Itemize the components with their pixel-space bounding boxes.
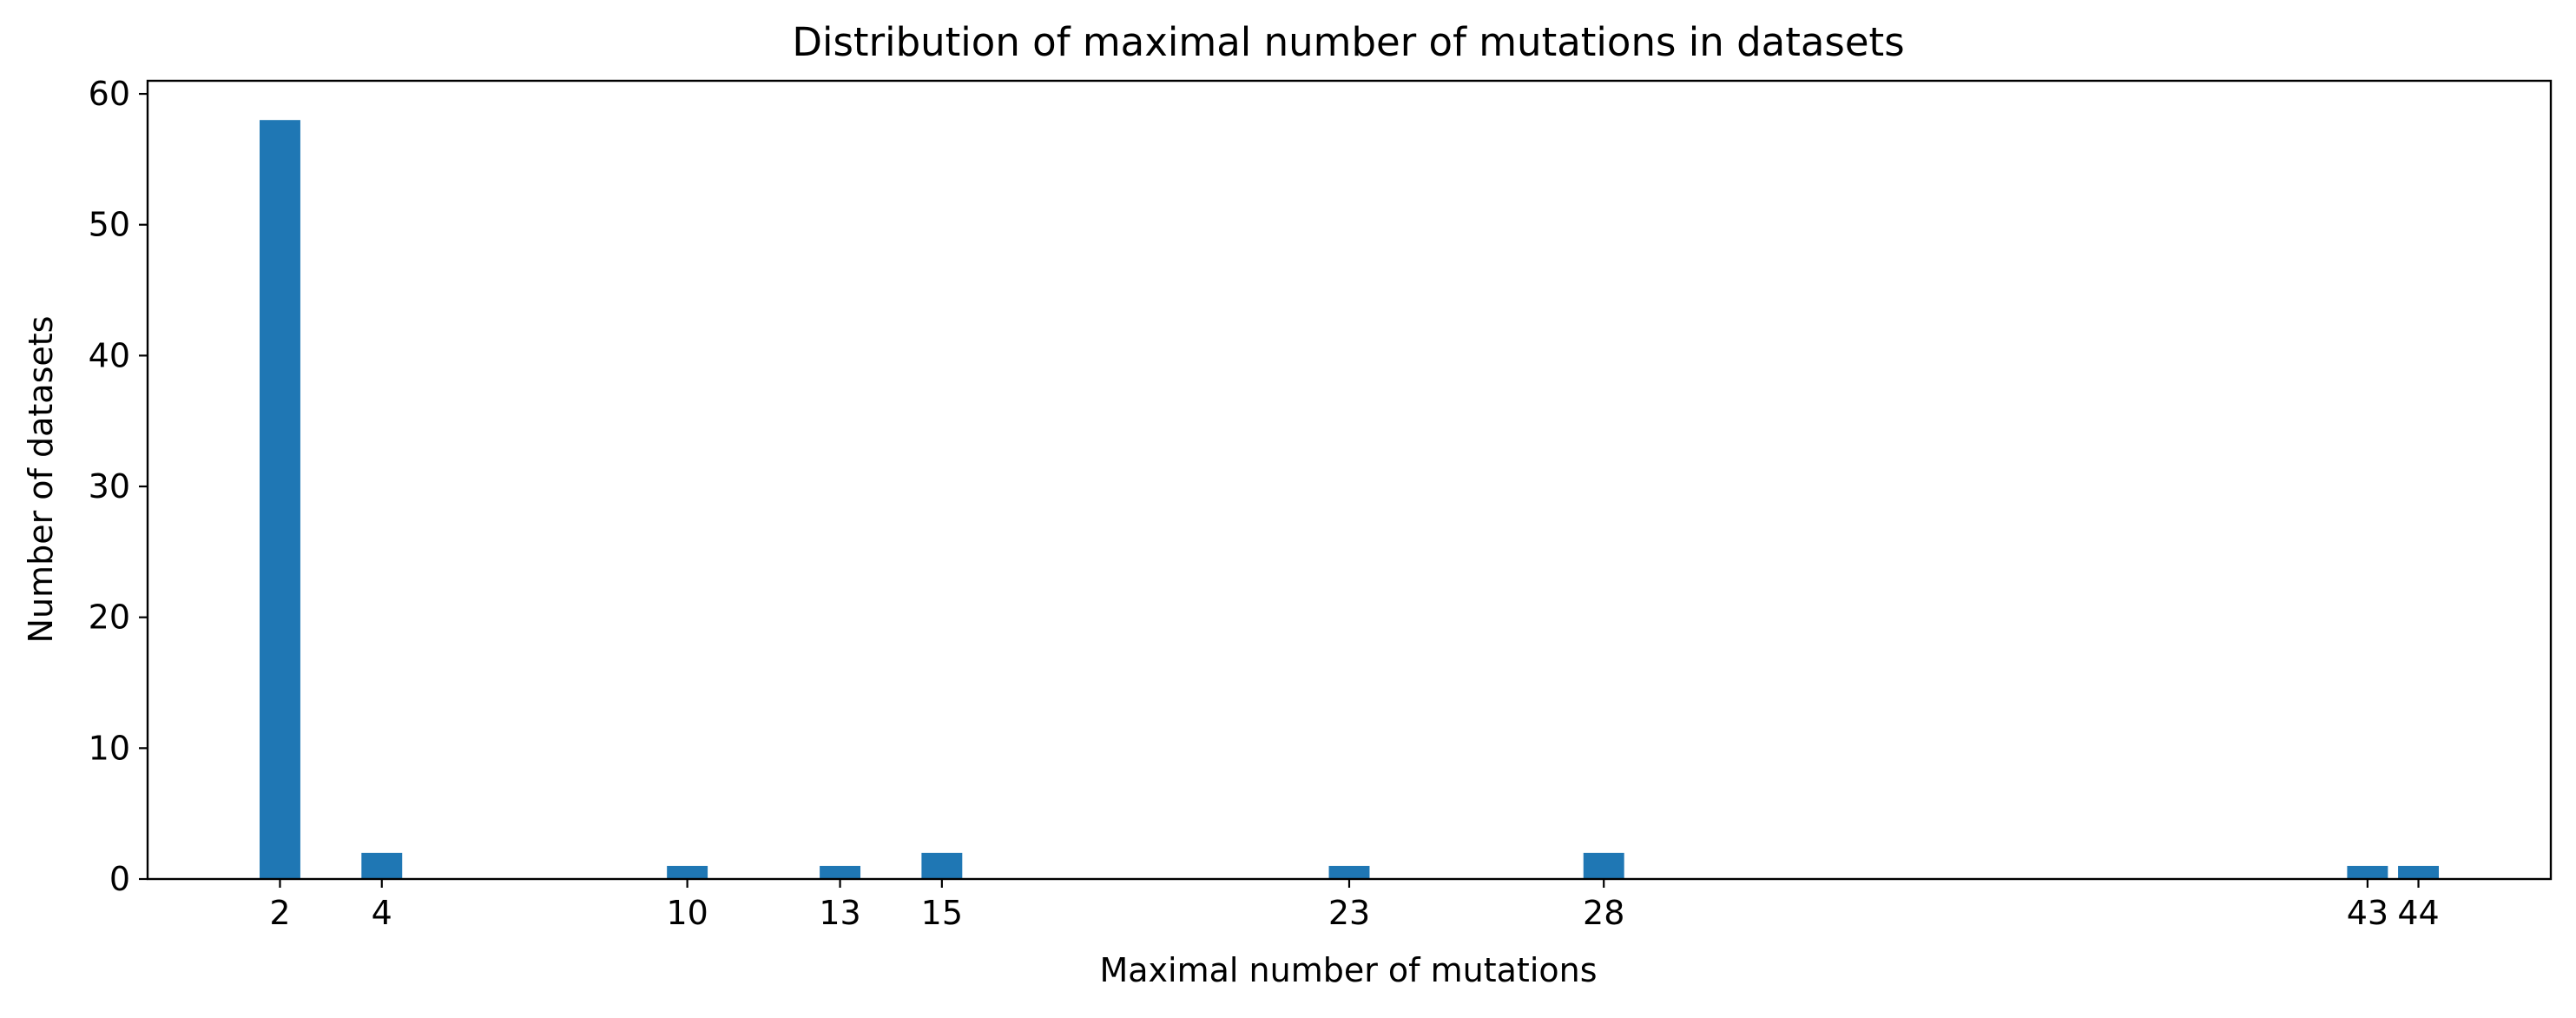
x-tick-label-13: 13 <box>819 894 860 932</box>
bars-layer <box>260 120 2439 879</box>
y-tick-label-10: 10 <box>89 729 130 767</box>
y-tick-label-0: 0 <box>109 860 130 898</box>
x-tick-label-15: 15 <box>921 894 963 932</box>
bar-44 <box>2398 865 2439 879</box>
x-tick-label-23: 23 <box>1328 894 1370 932</box>
y-tick-label-40: 40 <box>89 336 130 374</box>
x-axis-label: Maximal number of mutations <box>1099 951 1597 989</box>
y-tick-label-20: 20 <box>89 598 130 637</box>
y-tick-label-60: 60 <box>89 75 130 113</box>
x-tick-label-2: 2 <box>269 894 290 932</box>
x-tick-label-44: 44 <box>2397 894 2439 932</box>
x-tick-label-4: 4 <box>372 894 392 932</box>
bar-15 <box>921 852 963 879</box>
y-axis-ticks: 0 10 20 30 40 50 60 <box>89 75 148 898</box>
y-axis-label: Number of datasets <box>22 316 60 644</box>
x-tick-label-28: 28 <box>1583 894 1624 932</box>
plot-area-frame <box>146 79 2553 881</box>
y-tick-label-50: 50 <box>89 206 130 244</box>
bar-23 <box>1328 865 1370 879</box>
bar-4 <box>361 852 403 879</box>
bar-2 <box>260 120 300 879</box>
y-tick-label-30: 30 <box>89 467 130 506</box>
bar-13 <box>820 865 861 879</box>
x-tick-label-43: 43 <box>2347 894 2388 932</box>
bar-28 <box>1583 852 1624 879</box>
bar-10 <box>667 865 708 879</box>
bar-43 <box>2347 865 2388 879</box>
x-axis-ticks: 2 4 10 13 15 23 28 43 44 <box>269 879 2440 932</box>
x-tick-label-10: 10 <box>666 894 708 932</box>
chart-title: Distribution of maximal number of mutati… <box>792 19 1904 65</box>
